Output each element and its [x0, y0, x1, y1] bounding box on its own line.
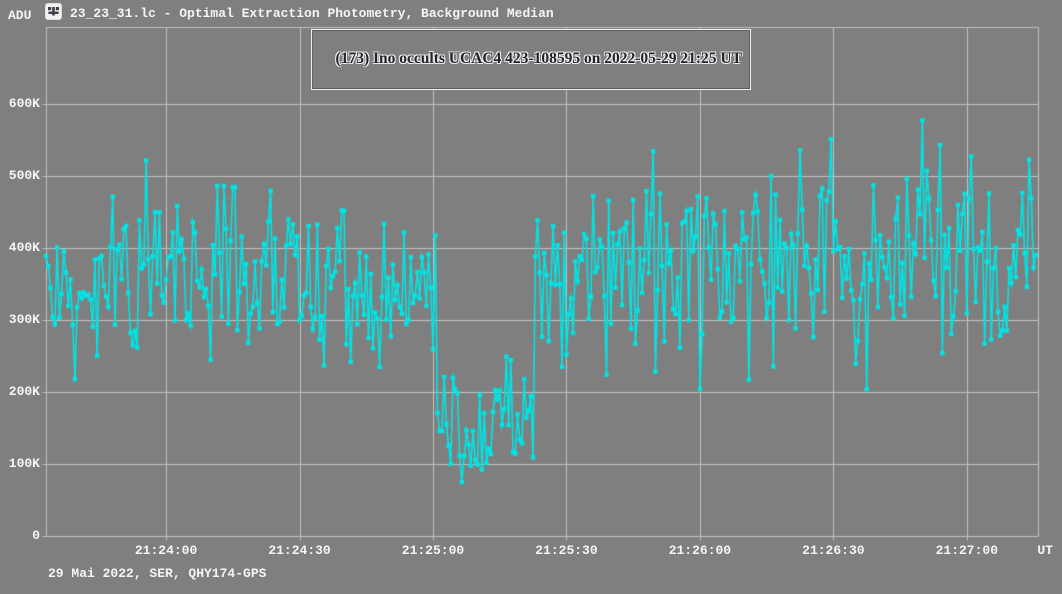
recording-info: 29 Mai 2022, SER, QHY174-GPS — [48, 566, 267, 581]
y-tick-label: 100K — [8, 456, 40, 471]
x-axis-unit-label: UT — [1037, 543, 1053, 558]
y-tick-label: 500K — [8, 168, 40, 184]
x-tick-label: 21:25:30 — [535, 543, 598, 558]
app-icon — [45, 3, 62, 20]
x-tick-label: 21:27:00 — [935, 543, 999, 558]
x-tick-label: 21:24:00 — [134, 543, 198, 558]
y-tick-label: 600K — [8, 96, 40, 112]
y-tick-label: 300K — [8, 312, 40, 328]
y-tick-label: 400K — [8, 240, 40, 256]
x-tick-label: 21:24:30 — [268, 543, 331, 558]
event-annotation-text: (173) Ino occults UCAC4 423-108595 on 20… — [335, 50, 742, 67]
y-tick-label: 0 — [32, 528, 40, 543]
x-tick-label: 21:26:30 — [802, 543, 865, 558]
event-annotation-box: (173) Ino occults UCAC4 423-108595 on 20… — [311, 29, 751, 90]
y-axis-unit-label: ADU — [8, 8, 32, 23]
x-tick-label: 21:25:00 — [401, 543, 465, 558]
y-tick-label: 200K — [8, 384, 40, 399]
x-tick-label: 21:26:00 — [668, 543, 732, 558]
window-title: 23_23_31.lc - Optimal Extraction Photome… — [70, 6, 554, 21]
